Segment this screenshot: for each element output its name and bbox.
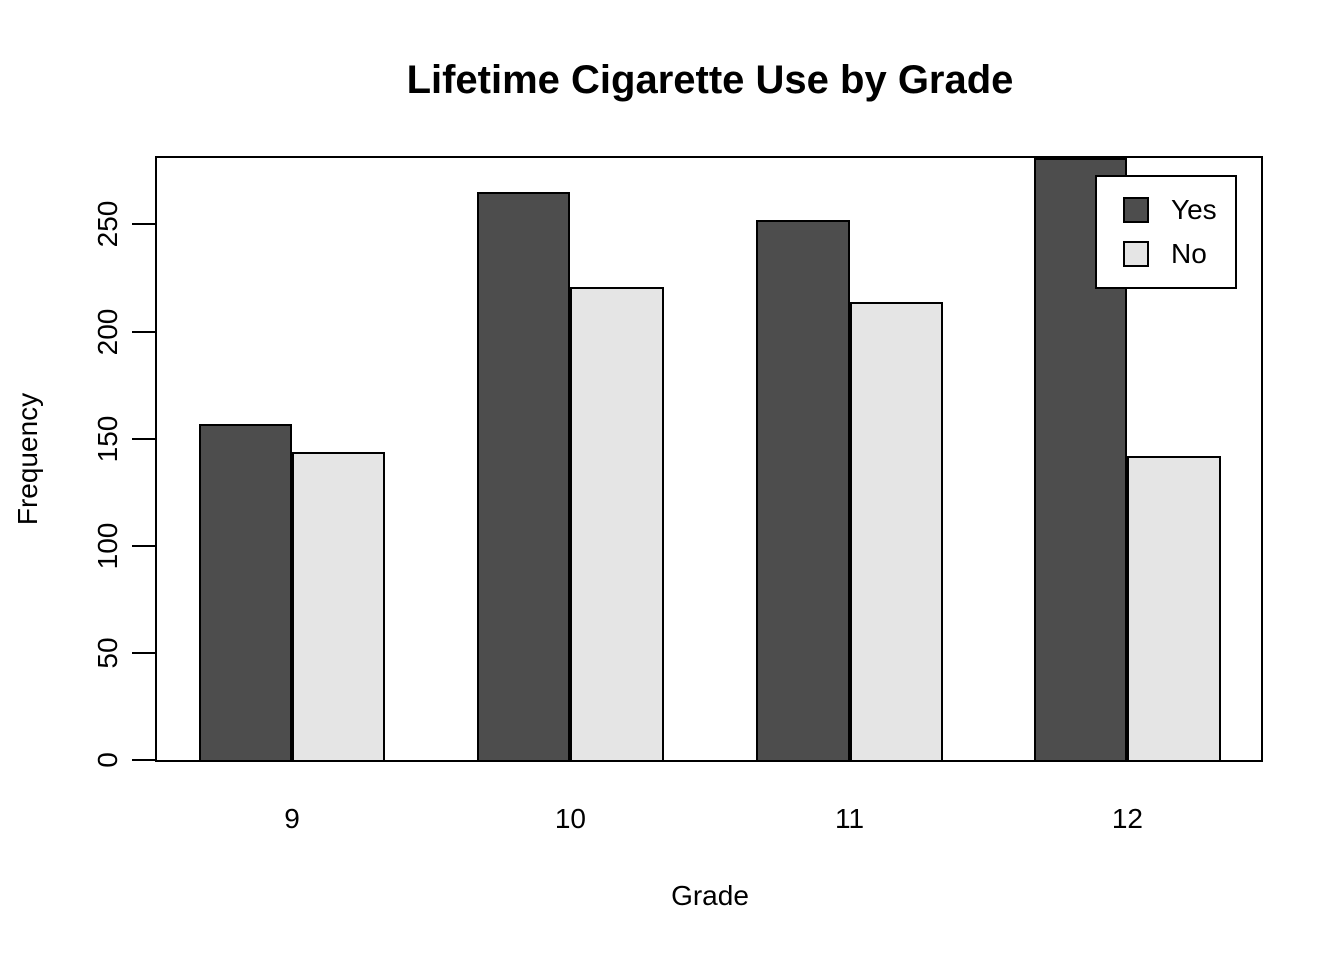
legend-swatch-no xyxy=(1123,241,1149,267)
y-tick-label-150: 150 xyxy=(92,415,123,462)
plot-area: Yes No xyxy=(155,156,1263,762)
chart-title: Lifetime Cigarette Use by Grade xyxy=(406,58,1014,102)
x-tick-label-11: 11 xyxy=(834,803,865,834)
y-tick-mark-0 xyxy=(132,759,156,761)
y-tick-mark-50 xyxy=(132,651,156,654)
y-tick-label-50: 50 xyxy=(92,637,123,669)
legend-item-no: No xyxy=(1123,238,1235,270)
bar-no-grade-12 xyxy=(1127,455,1221,760)
x-tick-label-10: 10 xyxy=(554,803,587,834)
y-tick-label-200: 200 xyxy=(92,308,123,355)
bar-no-grade-11 xyxy=(849,301,943,760)
bar-yes-grade-9 xyxy=(198,423,292,760)
legend-swatch-yes xyxy=(1123,197,1149,223)
bar-yes-grade-10 xyxy=(477,192,571,760)
y-tick-label-0: 0 xyxy=(92,752,123,768)
legend-label-yes: Yes xyxy=(1171,194,1217,225)
x-tick-label-9: 9 xyxy=(284,803,300,834)
bar-no-grade-9 xyxy=(292,451,386,760)
legend-label-no: No xyxy=(1171,238,1207,269)
legend: Yes No xyxy=(1095,175,1237,289)
y-tick-label-100: 100 xyxy=(92,522,123,570)
y-tick-label-250: 250 xyxy=(92,201,123,248)
y-tick-mark-100 xyxy=(132,544,156,547)
y-tick-mark-250 xyxy=(132,223,156,226)
y-tick-mark-150 xyxy=(132,437,156,440)
x-tick-label-12: 12 xyxy=(1111,803,1143,834)
bar-yes-grade-11 xyxy=(756,220,850,760)
legend-item-yes: Yes xyxy=(1123,194,1235,226)
y-axis-label: Frequency xyxy=(12,392,43,526)
y-tick-mark-200 xyxy=(132,330,156,333)
x-axis-label: Grade xyxy=(671,880,749,911)
bar-no-grade-10 xyxy=(570,286,664,760)
